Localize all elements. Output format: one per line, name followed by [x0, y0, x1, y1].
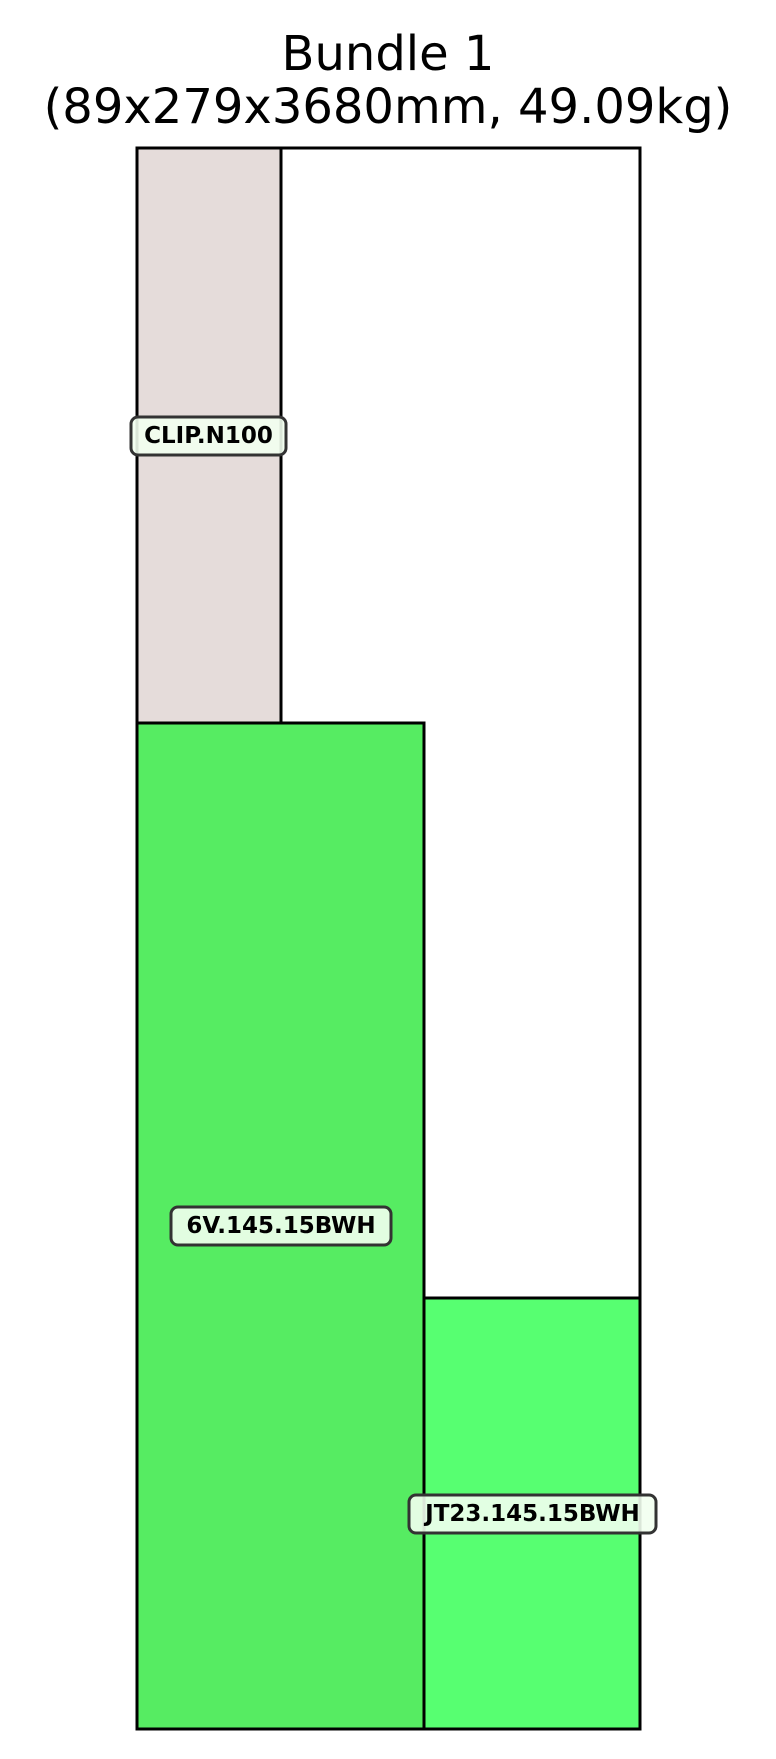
- piece-clip-n100: CLIP.N100: [129, 146, 288, 725]
- piece-jt23-145-15bwh-label: JT23.145.15BWH: [423, 1501, 640, 1527]
- piece-6v-145-15bwh-label: 6V.145.15BWH: [186, 1213, 375, 1239]
- bundle-dimensions: (89x279x3680mm, 49.09kg): [44, 79, 733, 135]
- bundle-title: Bundle 1: [282, 26, 495, 82]
- piece-jt23-145-15bwh-label-background: [407, 1493, 658, 1535]
- piece-6v-145-15bwh-label-background: [169, 1205, 393, 1247]
- piece-clip-n100-label: CLIP.N100: [144, 423, 273, 449]
- piece-jt23-145-15bwh-label-box: JT23.145.15BWH: [407, 1493, 658, 1535]
- piece-clip-n100-label-box: CLIP.N100: [129, 415, 288, 457]
- piece-6v-145-15bwh-label-box: 6V.145.15BWH: [169, 1205, 393, 1247]
- piece-clip-n100-label-background: [129, 415, 288, 457]
- piece-6v-145-15bwh: 6V.145.15BWH: [135, 721, 426, 1731]
- piece-jt23-145-15bwh: JT23.145.15BWH: [407, 1296, 658, 1731]
